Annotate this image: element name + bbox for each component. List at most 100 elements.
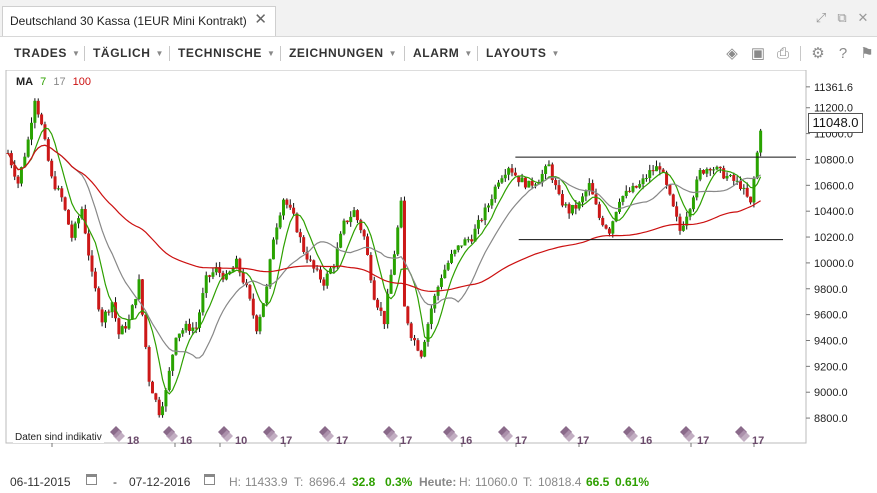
candle-body <box>208 275 212 277</box>
candle-body <box>150 381 154 394</box>
date-dash: - <box>113 475 117 489</box>
menu-daily[interactable]: TÄGLICH ▼ <box>93 46 164 60</box>
plot-area <box>5 70 807 444</box>
candle-body <box>218 267 222 273</box>
menu-trades[interactable]: TRADES ▼ <box>14 46 80 60</box>
marker-icon <box>501 430 513 442</box>
flag-icon[interactable]: ⚑ <box>860 45 874 62</box>
period-low: 8696.4 <box>309 475 346 489</box>
y-tick-label: 10200.0 <box>814 232 854 244</box>
candle-body <box>315 268 319 270</box>
candle-body <box>604 225 608 229</box>
candle-body <box>318 269 322 280</box>
date-from[interactable]: 06-11-2015 <box>10 475 71 489</box>
candle-body <box>161 406 165 416</box>
candle-body <box>46 139 50 161</box>
marker-count: 17 <box>752 435 764 447</box>
marker-count: 17 <box>400 435 412 447</box>
candle-body <box>419 350 423 357</box>
candle-body <box>325 273 329 286</box>
candle-body <box>238 258 242 273</box>
price-chart[interactable]: 11361.6 11200.0 11000.0 10800.0 10600.0 10400… <box>0 70 877 447</box>
y-tick-label: 10800.0 <box>814 154 854 166</box>
menu-drawings[interactable]: ZEICHNUNGEN ▼ <box>289 46 397 60</box>
candle-body <box>265 286 269 304</box>
marker-icon <box>322 430 334 442</box>
calendar-icon[interactable] <box>86 474 97 485</box>
candle-body <box>366 236 370 255</box>
candle-body <box>130 305 134 320</box>
marker-count: 17 <box>577 435 589 447</box>
candle-body <box>342 220 346 234</box>
candle-body <box>339 233 343 248</box>
menu-alarm[interactable]: ALARM ▼ <box>413 46 473 60</box>
gear-icon[interactable]: ⚙ <box>811 45 825 62</box>
y-tick-label: 9600.0 <box>814 310 848 322</box>
today-low-label: T: <box>523 475 533 489</box>
candle-body <box>134 299 138 306</box>
y-tick-label: 11361.6 <box>814 82 853 94</box>
candle-body <box>530 180 534 186</box>
print-icon[interactable]: ⎙ <box>776 45 789 62</box>
candle-body <box>329 268 333 274</box>
candle-body <box>248 285 252 299</box>
ma-100-label: 100 <box>72 76 92 88</box>
candle-body <box>463 239 467 246</box>
candle-body <box>523 177 527 188</box>
marker-icon <box>563 430 575 442</box>
calendar-icon[interactable] <box>204 474 215 485</box>
candle-body <box>201 293 205 313</box>
candle-body <box>433 295 437 309</box>
candle-body <box>224 273 228 280</box>
marker-icon <box>683 430 695 442</box>
candle-body <box>624 190 628 197</box>
window-actions: ⤢ ⧉ ✕ <box>808 9 871 27</box>
candle-body <box>406 306 410 324</box>
candle-body <box>231 267 235 272</box>
marker-count: 16 <box>460 435 472 447</box>
menu-layouts[interactable]: LAYOUTS ▼ <box>486 46 560 60</box>
candle-body <box>288 204 292 208</box>
candle-body <box>722 168 726 179</box>
menu-technical[interactable]: TECHNISCHE ▼ <box>178 46 276 60</box>
date-to[interactable]: 07-12-2016 <box>129 475 191 489</box>
menu-label: ALARM <box>413 46 460 60</box>
candle-body <box>107 311 111 313</box>
image-icon[interactable]: ▣ <box>750 45 766 62</box>
popout-icon[interactable]: ⧉ <box>837 10 847 25</box>
candle-body <box>577 202 581 209</box>
candle-body <box>671 194 675 207</box>
candle-body <box>654 166 658 172</box>
candle-body <box>369 254 373 281</box>
divider <box>169 46 170 61</box>
candle-body <box>77 218 81 224</box>
candle-body <box>423 341 427 357</box>
candle-body <box>429 308 433 325</box>
expand-icon[interactable]: ⤢ <box>815 10 827 25</box>
candle-body <box>234 258 238 268</box>
candle-body <box>705 169 709 174</box>
today-high: 11060.0 <box>475 475 518 489</box>
help-icon[interactable]: ? <box>838 45 848 62</box>
close-icon[interactable]: ✕ <box>254 11 267 28</box>
candle-body <box>164 390 168 407</box>
layers-icon[interactable]: ◈ <box>726 45 738 62</box>
candle-body <box>302 237 306 253</box>
candle-body <box>493 186 497 200</box>
marker-count: 17 <box>336 435 348 447</box>
candle-body <box>618 201 622 212</box>
candle-body <box>154 393 158 400</box>
candle-body <box>641 178 645 185</box>
divider <box>477 46 478 61</box>
candle-body <box>40 114 44 125</box>
chart-tab[interactable]: Deutschland 30 Kassa (1EUR Mini Kontrakt… <box>2 6 276 36</box>
close-icon[interactable]: ✕ <box>857 10 869 25</box>
candle-body <box>480 219 484 221</box>
candle-body <box>177 333 181 338</box>
marker-icon <box>626 430 638 442</box>
marker-icon <box>446 430 458 442</box>
candle-body <box>456 245 460 251</box>
candle-body <box>614 211 618 222</box>
candle-body <box>241 272 245 283</box>
divider <box>84 46 85 61</box>
